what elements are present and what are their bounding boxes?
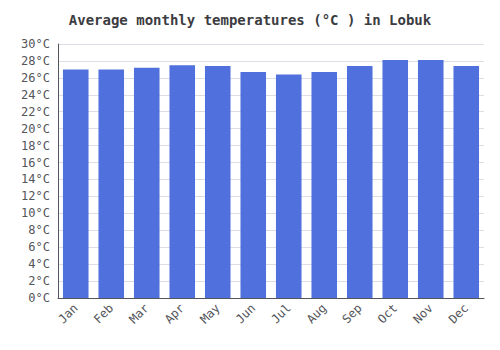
svg-text:6°C: 6°C [28, 240, 50, 254]
svg-text:4°C: 4°C [28, 257, 50, 271]
svg-text:Oct: Oct [375, 301, 400, 326]
svg-text:Jul: Jul [268, 301, 293, 326]
svg-text:28°C: 28°C [21, 54, 50, 68]
svg-text:26°C: 26°C [21, 71, 50, 85]
svg-text:24°C: 24°C [21, 88, 50, 102]
svg-text:18°C: 18°C [21, 139, 50, 153]
svg-text:Sep: Sep [339, 301, 364, 326]
svg-text:Mar: Mar [126, 301, 151, 326]
svg-text:Average monthly temperatures (: Average monthly temperatures (°C ) in Lo… [69, 12, 432, 28]
svg-text:0°C: 0°C [28, 291, 50, 305]
svg-text:20°C: 20°C [21, 122, 50, 136]
svg-text:Apr: Apr [162, 301, 187, 326]
svg-text:Jun: Jun [233, 301, 258, 326]
svg-text:16°C: 16°C [21, 156, 50, 170]
svg-text:Aug: Aug [304, 301, 329, 326]
svg-text:14°C: 14°C [21, 172, 50, 186]
svg-text:10°C: 10°C [21, 206, 50, 220]
svg-text:Nov: Nov [410, 301, 435, 326]
svg-text:Feb: Feb [91, 301, 116, 326]
svg-text:30°C: 30°C [21, 37, 50, 51]
svg-text:May: May [197, 301, 222, 326]
svg-text:Dec: Dec [446, 301, 471, 326]
svg-text:8°C: 8°C [28, 223, 50, 237]
svg-text:2°C: 2°C [28, 274, 50, 288]
svg-text:12°C: 12°C [21, 189, 50, 203]
svg-text:Jan: Jan [55, 301, 80, 326]
svg-text:22°C: 22°C [21, 105, 50, 119]
